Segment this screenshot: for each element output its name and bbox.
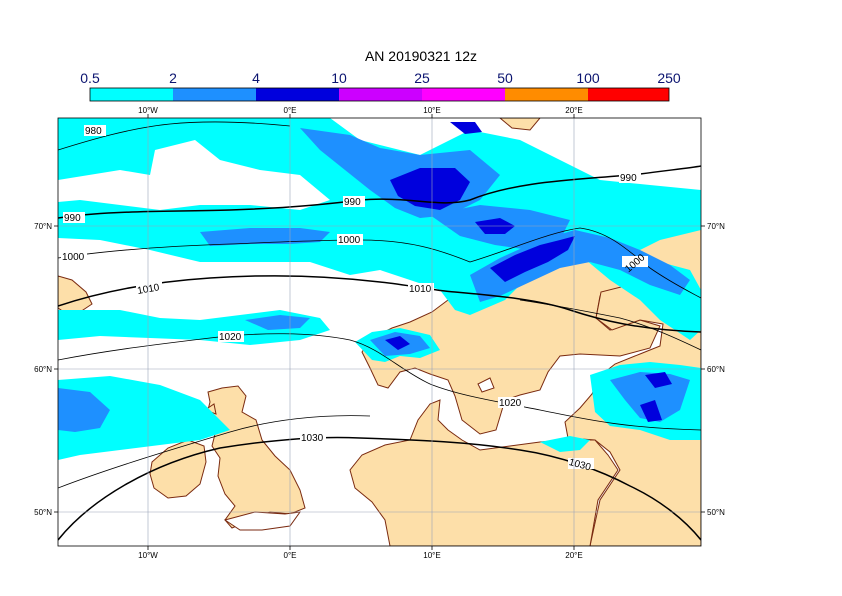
lat-right-0: 70°N	[707, 222, 725, 231]
isobar-labels: 980 990 990 990 1000 1000 1000 1010 1010…	[61, 125, 648, 474]
lon-top-2: 10°E	[423, 106, 440, 115]
lon-top-1: 0°E	[284, 106, 297, 115]
precip-level-2	[385, 122, 672, 422]
colorbar	[89, 87, 670, 102]
legend-label-6: 100	[576, 70, 600, 86]
legend-labels: 0.5 2 4 10 25 50 100 250	[0, 70, 842, 88]
legend-label-3: 10	[331, 70, 347, 86]
isobar-label-1020-b: 1020	[499, 398, 522, 409]
axis-labels: 10°W 0°E 10°E 20°E 10°W 0°E 10°E 20°E 70…	[34, 106, 725, 560]
isobar-1020-east	[519, 299, 701, 351]
isobar-980	[58, 121, 291, 151]
legend-label-1: 2	[169, 70, 177, 86]
colorbar-swatch-6	[588, 88, 669, 101]
colorbar-swatch-0	[90, 88, 173, 101]
legend-label-5: 50	[497, 70, 513, 86]
map-area: 980 990 990 990 1000 1000 1000 1010 1010…	[58, 118, 701, 546]
colorbar-swatch-1	[173, 88, 256, 101]
sea-channel	[223, 511, 302, 531]
lat-left-1: 60°N	[34, 365, 52, 374]
isobar-label-1010-b: 1010	[409, 284, 432, 295]
colorbar-swatch-3	[339, 88, 422, 101]
lat-left-0: 70°N	[34, 222, 52, 231]
isobar-label-980: 980	[85, 126, 102, 137]
legend-label-7: 250	[657, 70, 681, 86]
land-continent	[349, 399, 619, 546]
map-title: AN 20190321 12z	[364, 48, 478, 64]
colorbar-swatch-4	[422, 88, 505, 101]
lat-left-2: 50°N	[34, 508, 52, 517]
lon-top-3: 20°E	[565, 106, 582, 115]
isobar-label-1000-b: 1000	[338, 235, 361, 246]
land-ireland	[149, 439, 207, 499]
lon-bottom-0: 10°W	[138, 551, 158, 560]
isobar-label-1020-a: 1020	[219, 332, 242, 343]
legend-label-2: 4	[252, 70, 260, 86]
lat-right-2: 50°N	[707, 508, 725, 517]
lon-top-0: 10°W	[138, 106, 158, 115]
lon-bottom-2: 10°E	[423, 551, 440, 560]
lon-bottom-1: 0°E	[284, 551, 297, 560]
isobar-1020	[58, 333, 701, 431]
lon-bottom-3: 20°E	[565, 551, 582, 560]
legend-label-0: 0.5	[80, 70, 100, 86]
colorbar-swatch-2	[256, 88, 339, 101]
isobar-label-1000-a: 1000	[62, 252, 85, 263]
land-svalbard	[499, 118, 541, 131]
colorbar-swatch-5	[505, 88, 588, 101]
isobar-label-1030-a: 1030	[301, 433, 324, 444]
isobar-label-1010-a: 1010	[136, 282, 160, 297]
graticule	[58, 118, 701, 546]
isobar-label-990-b: 990	[344, 197, 361, 208]
map-frame	[57, 117, 702, 547]
lat-right-1: 60°N	[707, 365, 725, 374]
lake-vanern	[477, 377, 495, 393]
isobar-label-990-a: 990	[64, 213, 81, 224]
legend-label-4: 25	[414, 70, 430, 86]
isobar-extra	[58, 415, 371, 489]
isobar-label-990-c: 990	[620, 173, 637, 184]
isobar-1010	[58, 275, 701, 333]
ticks	[54, 114, 705, 550]
isobar-1030	[58, 436, 701, 541]
